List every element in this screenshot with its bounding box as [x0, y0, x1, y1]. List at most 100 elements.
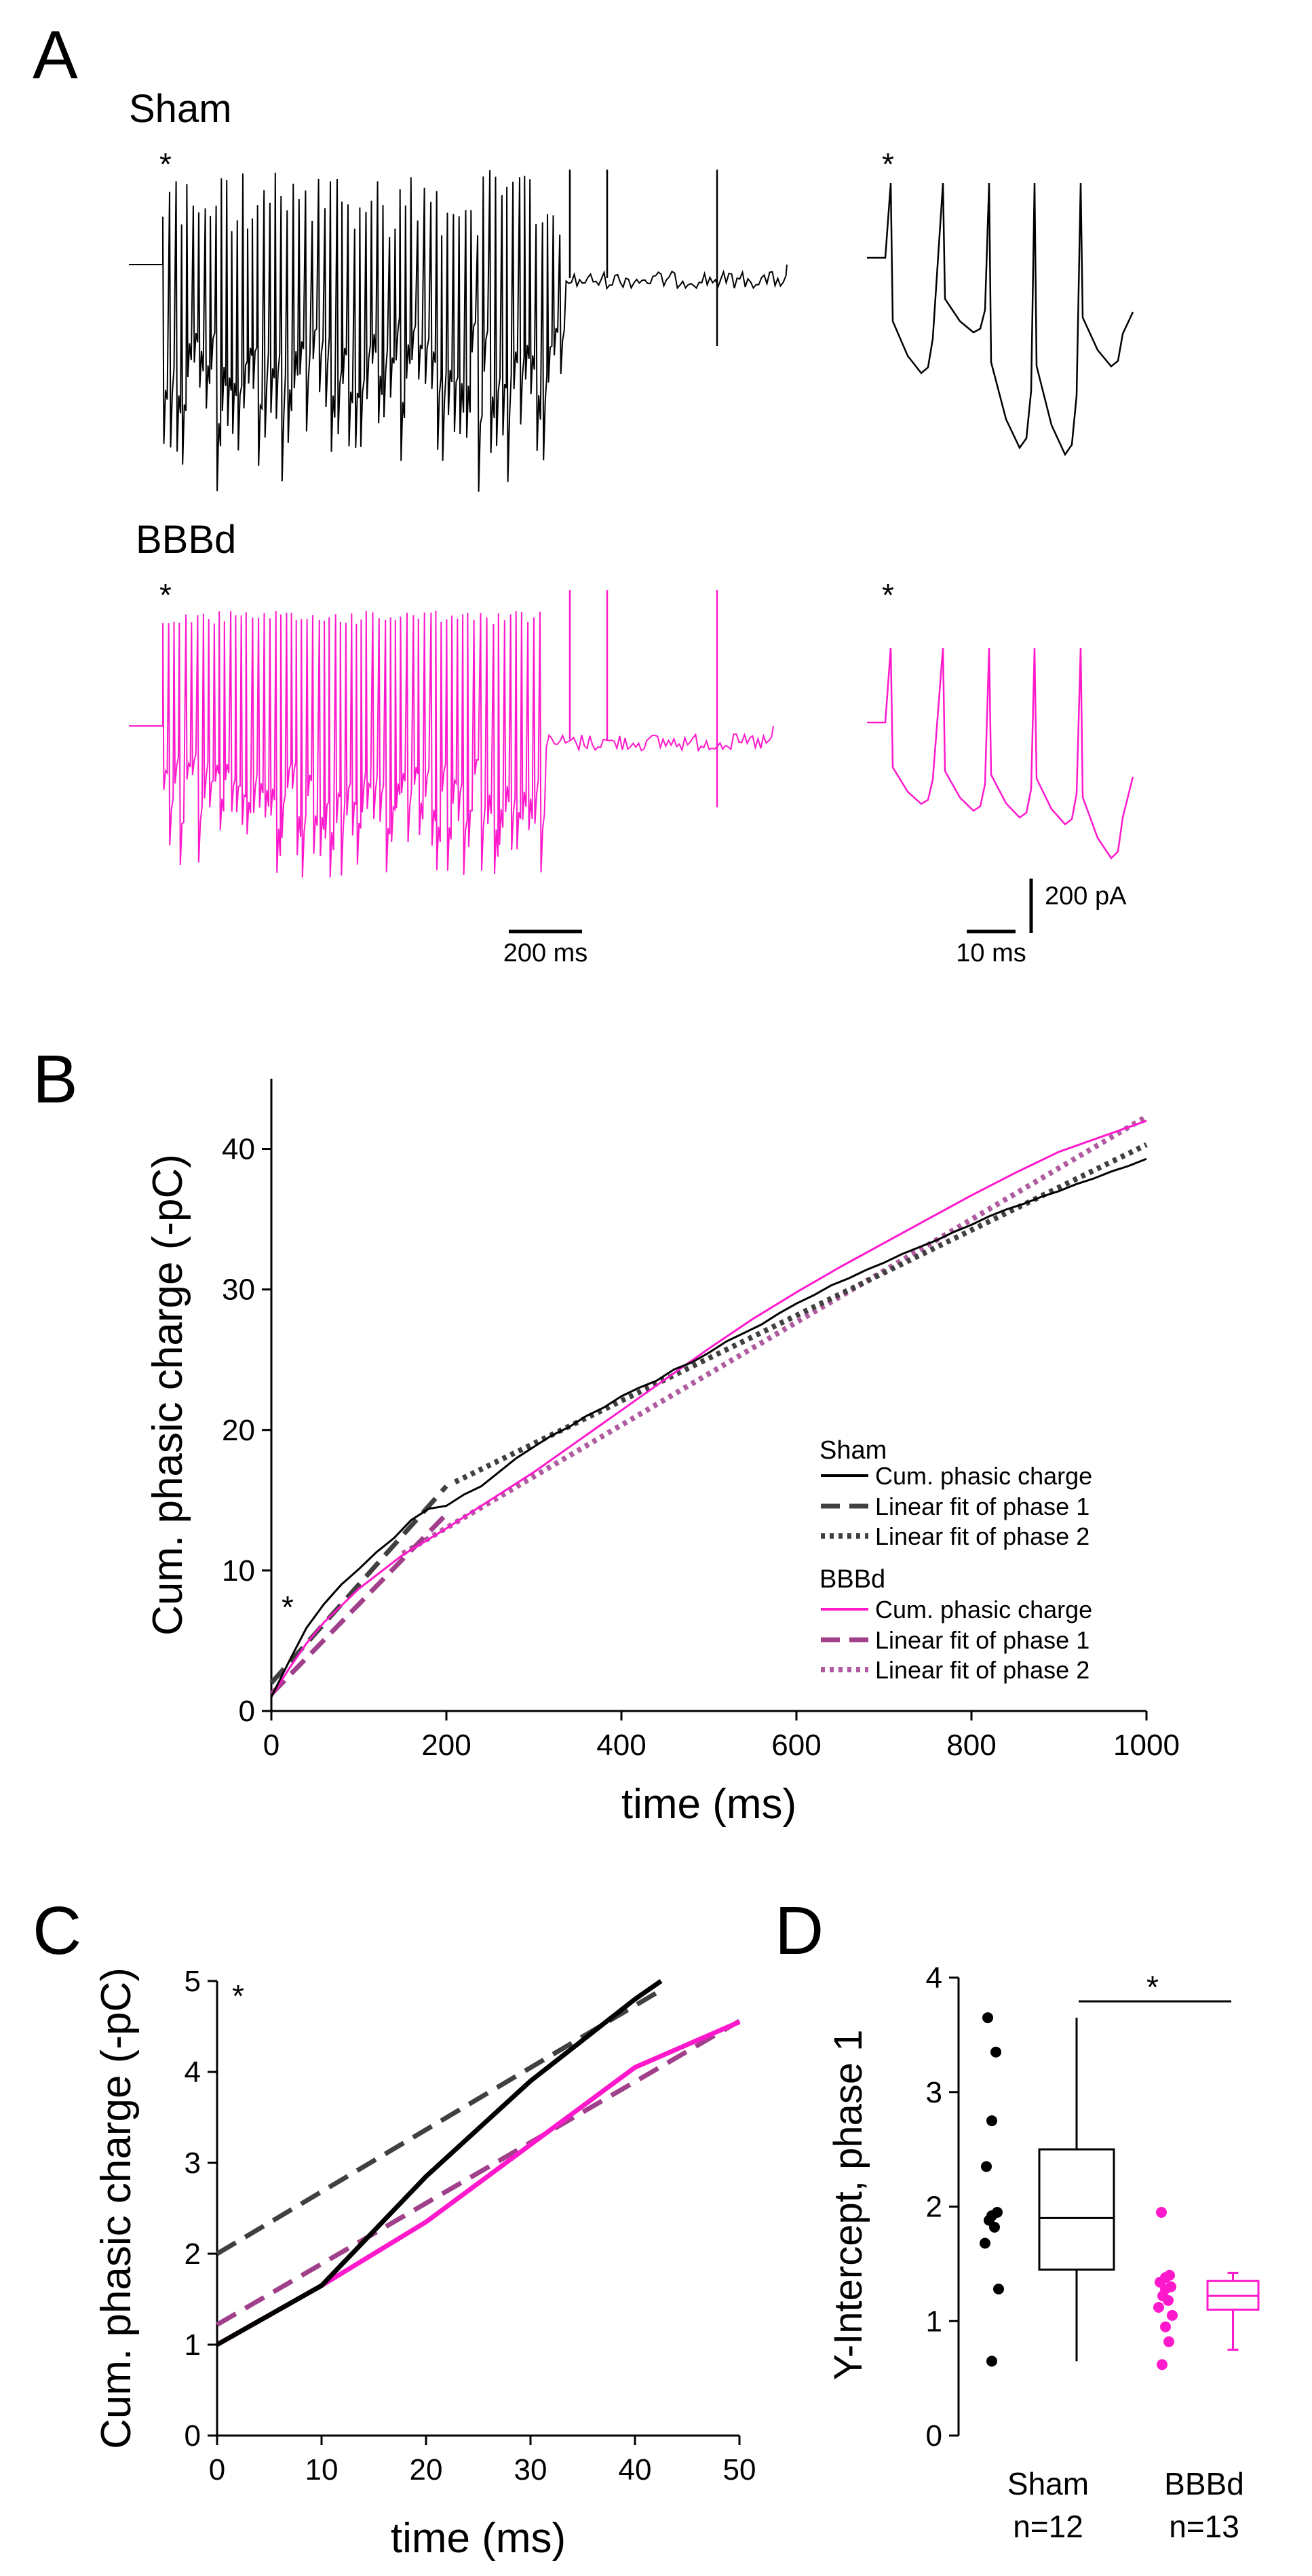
c-star: *	[232, 1978, 244, 2014]
d-y-tick-label: 2	[926, 2191, 942, 2224]
b-y-tick-label: 0	[239, 1695, 255, 1728]
d-point-sham	[986, 2115, 997, 2126]
c-x-tick-label: 30	[514, 2453, 547, 2486]
d-category-bbbd: BBBd	[1164, 2466, 1244, 2501]
c-y-tick-label: 4	[185, 2056, 201, 2089]
trace-path	[867, 182, 1134, 457]
legend-bbbd-fit2-label: Linear fit of phase 2	[875, 1656, 1089, 1684]
b-x-tick-label: 600	[771, 1729, 821, 1762]
b-series-1	[269, 1484, 448, 1685]
panel-c: C 0 10 20 30 40 50 0 1 2 3 4 5 time (ms) Cum. phasi…	[33, 1893, 756, 2562]
d-marks	[980, 2012, 1260, 2370]
b-x-tick-label: 800	[946, 1729, 996, 1762]
group-label-sham: Sham	[129, 87, 232, 131]
b-x-tick-label: 1000	[1113, 1729, 1180, 1762]
d-point-bbbd	[1167, 2309, 1178, 2321]
c-series-3	[216, 2018, 741, 2327]
c-series-0	[216, 1979, 663, 2347]
d-star: *	[1146, 1969, 1159, 2005]
legend-sham-fit1-label: Linear fit of phase 1	[875, 1493, 1089, 1520]
trace-path	[867, 647, 1134, 860]
d-ticks: 0 1 2 3 4	[926, 1961, 959, 2453]
d-point-bbbd	[1157, 2359, 1168, 2370]
c-x-tick-label: 20	[410, 2453, 443, 2486]
legend-sham-fit2-label: Linear fit of phase 2	[875, 1522, 1089, 1550]
c-ticks: 0 10 20 30 40 50 0 1 2 3 4 5	[185, 1965, 756, 2486]
legend-bbbd-fit1-label: Linear fit of phase 1	[875, 1626, 1089, 1654]
panel-label-b: B	[33, 1041, 78, 1117]
panel-label-c: C	[33, 1893, 81, 1969]
b-y-tick-label: 40	[222, 1133, 255, 1166]
b-star: *	[282, 1590, 294, 1625]
c-series	[216, 1979, 741, 2347]
d-y-tick-label: 3	[926, 2076, 942, 2109]
d-n-sham: n=12	[1013, 2509, 1083, 2544]
trace-sham-short	[867, 182, 1134, 457]
trace-sham-long	[129, 170, 788, 492]
scalebar-10ms-label: 10 ms	[956, 939, 1026, 967]
legend-bbbd-cum-label: Cum. phasic charge	[875, 1596, 1092, 1623]
panel-label-d: D	[775, 1893, 824, 1969]
panel-label-a: A	[33, 17, 78, 93]
c-y-tick-label: 1	[185, 2328, 201, 2362]
b-y-axis-label: Cum. phasic charge (-pC)	[144, 1154, 191, 1636]
group-label-bbbd: BBBd	[136, 518, 236, 562]
d-y-tick-label: 1	[926, 2305, 942, 2338]
trace-bbbd-short	[867, 647, 1134, 860]
d-point-sham	[990, 2046, 1001, 2058]
d-point-sham	[989, 2221, 1000, 2233]
c-x-tick-label: 50	[723, 2453, 756, 2486]
d-y-tick-label: 4	[926, 1961, 942, 1995]
c-x-axis-label: time (ms)	[391, 2515, 566, 2562]
d-point-sham	[993, 2284, 1004, 2294]
c-x-tick-label: 40	[619, 2453, 652, 2486]
b-x-tick-label: 0	[263, 1729, 279, 1762]
trace-path	[129, 610, 774, 878]
scalebar-200ms-label: 200 ms	[503, 939, 588, 967]
b-y-tick-label: 20	[222, 1414, 255, 1447]
panel-a: A Sham * * BBBd * * 200 ms 10 ms 200 pA	[33, 17, 1134, 967]
scalebar-200pa-label: 200 pA	[1045, 882, 1127, 910]
legend-sham-title: Sham	[819, 1436, 887, 1465]
legend-bbbd-title: BBBd	[819, 1565, 885, 1594]
d-point-sham	[981, 2161, 992, 2172]
d-point-bbbd	[1153, 2302, 1164, 2313]
d-point-bbbd	[1163, 2294, 1174, 2306]
panel-b: B 0 200 400 600 800 1000 0 10 20 30 40 time (ms) C…	[33, 1041, 1180, 1828]
d-point-sham	[986, 2356, 997, 2367]
d-point-sham	[980, 2237, 990, 2249]
stimulus-star-sham-short: *	[882, 147, 894, 182]
c-x-tick-label: 10	[305, 2453, 339, 2486]
b-series	[269, 1114, 1149, 1698]
d-point-sham	[982, 2012, 993, 2024]
b-series-4	[269, 1512, 448, 1696]
d-category-sham: Sham	[1007, 2466, 1089, 2501]
b-ticks: 0 200 400 600 800 1000 0 10 20 30 40	[222, 1133, 1180, 1762]
d-point-bbbd	[1163, 2336, 1174, 2347]
b-series-0	[270, 1157, 1147, 1697]
c-y-tick-label: 3	[185, 2147, 201, 2180]
b-x-tick-label: 400	[596, 1729, 646, 1762]
d-box-sham	[1038, 2148, 1115, 2271]
c-y-tick-label: 5	[185, 1965, 201, 1998]
c-y-tick-label: 2	[185, 2237, 201, 2271]
c-series-2	[216, 2020, 741, 2347]
d-n-bbbd: n=13	[1169, 2509, 1239, 2544]
b-y-tick-label: 30	[222, 1273, 255, 1307]
stimulus-star-bbbd-short: *	[882, 577, 894, 613]
d-y-axis-label: Y-Intercept, phase 1	[826, 2030, 870, 2381]
stimulus-star-sham-long: *	[159, 147, 172, 182]
d-point-bbbd	[1160, 2321, 1171, 2332]
b-series-5	[401, 1114, 1149, 1556]
stimulus-star-bbbd-long: *	[159, 577, 172, 613]
b-series-3	[270, 1119, 1147, 1698]
trace-path	[129, 170, 788, 492]
panel-d: D 0 1 2 3 4 Y-Intercept, phase 1 * Sham n=12…	[775, 1893, 1260, 2544]
b-y-tick-label: 10	[222, 1554, 255, 1588]
c-y-axis-label: Cum. phasic charge (-pC)	[93, 1967, 140, 2449]
trace-bbbd-long	[129, 590, 774, 878]
b-x-tick-label: 200	[421, 1729, 471, 1762]
d-point-bbbd	[1156, 2206, 1167, 2218]
c-x-tick-label: 0	[209, 2453, 225, 2486]
